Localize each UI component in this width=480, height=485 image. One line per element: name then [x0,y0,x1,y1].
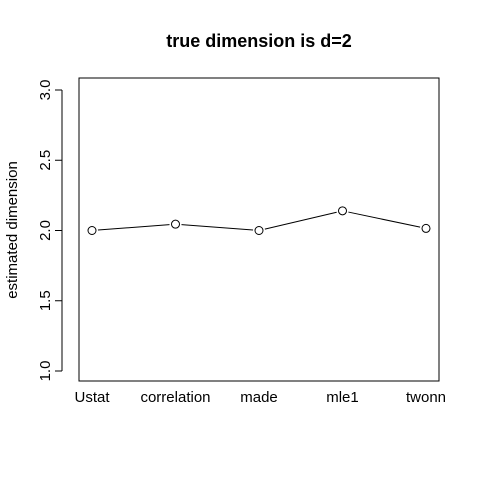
y-tick-label: 1.0 [37,361,54,382]
y-tick-label: 2.0 [37,220,54,241]
plot-frame [78,77,440,382]
y-axis: 1.0 1.5 2.0 2.5 3.0 [37,80,63,382]
data-point [254,226,264,235]
x-tick-label: mle1 [326,389,359,406]
data-point [338,206,347,216]
chart-title: true dimension is d=2 [166,31,352,51]
data-point [171,219,180,229]
y-tick-label: 3.0 [37,80,54,101]
data-point [421,223,431,233]
x-tick-label: made [240,389,278,406]
series-line-segment [97,224,170,231]
x-tick-label: twonn [406,389,446,406]
x-tick-label: correlation [140,389,210,406]
series [87,206,431,235]
series-line-segment [348,211,421,228]
series-line-segment [181,224,254,231]
y-tick-label: 2.5 [37,150,54,171]
data-point [87,226,97,235]
y-axis-label: estimated dimension [4,161,21,299]
series-line-segment [264,211,337,230]
y-tick-label: 1.5 [37,290,54,311]
x-axis: Ustat correlation made mle1 twonn [74,389,446,406]
x-tick-label: Ustat [74,389,110,406]
